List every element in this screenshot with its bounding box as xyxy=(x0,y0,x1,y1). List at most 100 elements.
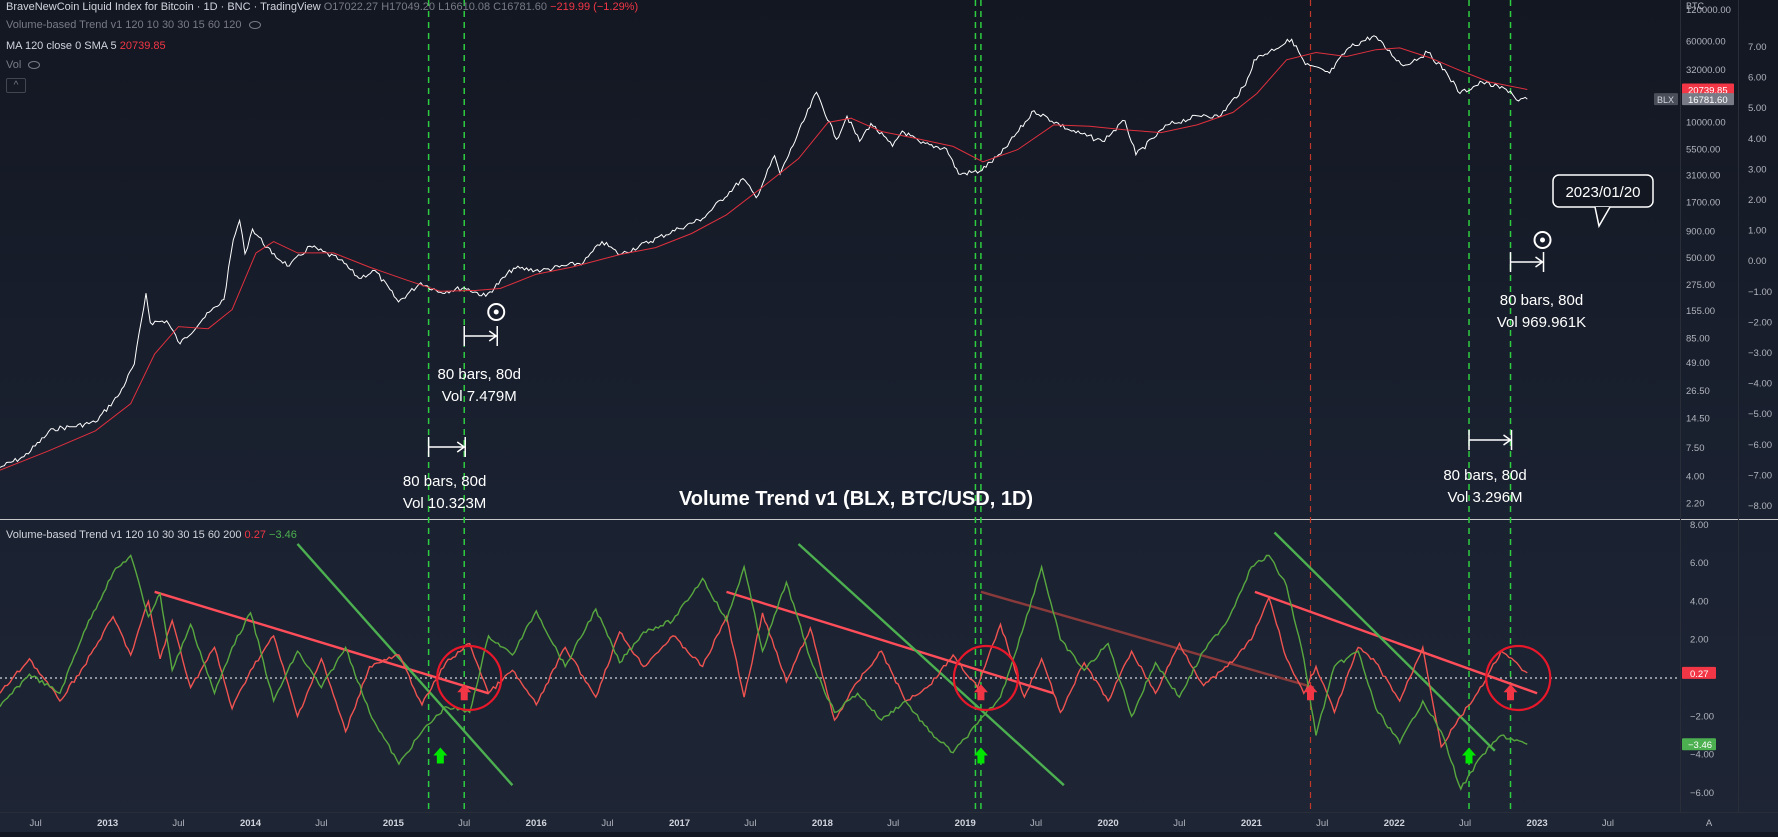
measure-label: 80 bars, 80d xyxy=(1443,467,1526,484)
time-axis-tick-label: Jul xyxy=(1030,818,1042,829)
highlight-circle xyxy=(1485,644,1552,712)
date-callout-pointer xyxy=(1594,206,1611,229)
highlight-circle xyxy=(436,644,503,712)
red-up-arrow xyxy=(457,684,472,701)
secondary-axis-tick-label: −5.00 xyxy=(1748,409,1772,420)
chart-title: Volume Trend v1 (BLX, BTC/USD, 1D) xyxy=(679,488,1033,510)
measure-2015b-arrow xyxy=(488,330,498,342)
measure-2022a-arrow xyxy=(1503,434,1512,446)
currency-selector[interactable]: BTC xyxy=(1686,1,1705,11)
time-axis-tick-label: Jul xyxy=(1459,818,1471,829)
target-marker-2015-dot xyxy=(493,309,499,315)
indicator-axis-tick-label: −2.00 xyxy=(1690,711,1714,722)
secondary-axis-tick-label: −1.00 xyxy=(1748,287,1772,298)
ma-legend[interactable]: MA 120 close 0 SMA 5 20739.85 xyxy=(6,40,166,52)
indicator-legend[interactable]: Volume-based Trend v1 120 10 30 30 15 60… xyxy=(6,19,261,31)
vbt-label: Volume-based Trend v1 120 10 30 30 15 60… xyxy=(6,529,242,541)
measure-label: Vol 969.961K xyxy=(1497,314,1586,331)
time-axis-tick-label: 2023 xyxy=(1527,818,1548,829)
price-axis-tick-label: 120000.00 xyxy=(1686,5,1731,16)
vbt-red-series xyxy=(0,595,1528,749)
trend-line xyxy=(1273,531,1496,752)
price-axis-tick-label: 26.50 xyxy=(1686,386,1710,397)
ohlc-l: L16610.08 xyxy=(435,1,491,13)
target-marker-2015 xyxy=(487,303,506,321)
price-axis-tick-label: 7.50 xyxy=(1686,443,1705,454)
time-axis-tick-label: Jul xyxy=(30,818,42,829)
time-axis-tick-label: Jul xyxy=(172,818,184,829)
symbol-title[interactable]: BraveNewCoin Liquid Index for Bitcoin · … xyxy=(6,1,321,13)
green-up-arrow xyxy=(973,747,988,764)
indicator-green-badge-text: −3.46 xyxy=(1688,740,1712,751)
ohlc-h: H17049.20 xyxy=(378,1,436,13)
highlight-circle xyxy=(952,644,1020,712)
trend-line xyxy=(980,590,1315,689)
green-up-arrow xyxy=(1462,747,1477,764)
scale-mode-toggle[interactable]: A xyxy=(1706,818,1713,829)
time-axis-tick-label: 2021 xyxy=(1241,818,1263,829)
last-price-badge-text: 16781.60 xyxy=(1688,95,1728,106)
measure-label: Vol 10.323M xyxy=(403,495,486,512)
red-up-arrow xyxy=(1303,684,1318,701)
red-up-arrow xyxy=(973,684,988,701)
measure-2015a-arrow xyxy=(456,441,466,453)
secondary-axis-tick-label: 6.00 xyxy=(1748,73,1767,84)
secondary-axis-tick-label: 3.00 xyxy=(1748,164,1767,175)
vbt-value-green: −3.46 xyxy=(269,529,297,541)
measure-label: Vol 7.479M xyxy=(442,388,517,405)
indicator-axis-tick-label: −6.00 xyxy=(1690,788,1714,799)
secondary-axis-tick-label: 5.00 xyxy=(1748,103,1767,114)
time-axis-tick-label: 2016 xyxy=(526,818,547,829)
price-axis-tick-label: 155.00 xyxy=(1686,306,1715,317)
eye-hidden-icon[interactable] xyxy=(248,21,261,30)
time-axis-tick-label: 2022 xyxy=(1384,818,1405,829)
last-price-badge xyxy=(1682,93,1734,106)
time-axis-tick-label: Jul xyxy=(601,818,613,829)
secondary-axis-tick-label: 1.00 xyxy=(1748,226,1767,237)
time-axis-tick-label: Jul xyxy=(1602,818,1614,829)
time-axis-tick-label: Jul xyxy=(744,818,756,829)
target-marker-2023 xyxy=(1533,231,1552,249)
indicator-label: Volume-based Trend v1 120 10 30 30 15 60… xyxy=(6,19,242,31)
trend-line xyxy=(1254,590,1538,695)
symbol-header: BraveNewCoin Liquid Index for Bitcoin · … xyxy=(6,1,638,13)
price-axis-tick-label: 275.00 xyxy=(1686,280,1715,291)
price-axis-tick-label: 500.00 xyxy=(1686,253,1715,264)
chevron-up-icon[interactable]: ^ xyxy=(6,78,26,93)
red-up-arrow xyxy=(1503,684,1518,701)
time-axis-tick-label: 2014 xyxy=(240,818,262,829)
vbt-legend[interactable]: Volume-based Trend v1 120 10 30 30 15 60… xyxy=(6,529,297,541)
price-change: −219.99 (−1.29%) xyxy=(550,1,639,13)
ma-price-badge xyxy=(1682,83,1734,96)
trend-line xyxy=(797,543,1065,787)
secondary-axis-tick-label: 4.00 xyxy=(1748,134,1767,145)
price-axis-tick-label: 900.00 xyxy=(1686,226,1715,237)
secondary-axis-tick-label: −3.00 xyxy=(1748,348,1772,359)
vbt-green-series xyxy=(0,554,1528,791)
secondary-axis-tick-label: 0.00 xyxy=(1748,256,1767,267)
symbol-badge xyxy=(1654,93,1678,106)
green-up-arrow xyxy=(433,747,448,764)
ohlc-o: O17022.27 xyxy=(323,1,379,13)
secondary-axis-tick-label: 2.00 xyxy=(1748,195,1767,206)
measure-label: Vol 3.296M xyxy=(1447,489,1522,506)
time-axis-tick-label: Jul xyxy=(1173,818,1185,829)
price-axis-tick-label: 49.00 xyxy=(1686,358,1710,369)
vol-legend[interactable]: Vol xyxy=(6,59,41,71)
time-axis-tick-label: 2015 xyxy=(383,818,405,829)
price-axis-tick-label: 32000.00 xyxy=(1686,65,1726,76)
ohlc-values: O17022.27 H17049.20 L16610.08 C16781.60 xyxy=(324,1,547,13)
time-axis-tick-label: Jul xyxy=(887,818,899,829)
target-marker-2023-dot xyxy=(1540,237,1546,243)
indicator-axis-tick-label: 8.00 xyxy=(1690,520,1709,531)
time-axis-tick-label: 2020 xyxy=(1098,818,1119,829)
secondary-axis-tick-label: −7.00 xyxy=(1748,470,1772,481)
secondary-axis-tick-label: −4.00 xyxy=(1748,379,1772,390)
time-axis-tick-label: Jul xyxy=(458,818,470,829)
measure-label: 80 bars, 80d xyxy=(403,473,486,490)
time-axis-tick-label: 2019 xyxy=(955,818,976,829)
eye-hidden-icon[interactable] xyxy=(28,61,41,70)
date-callout-text: 2023/01/20 xyxy=(1565,184,1640,201)
